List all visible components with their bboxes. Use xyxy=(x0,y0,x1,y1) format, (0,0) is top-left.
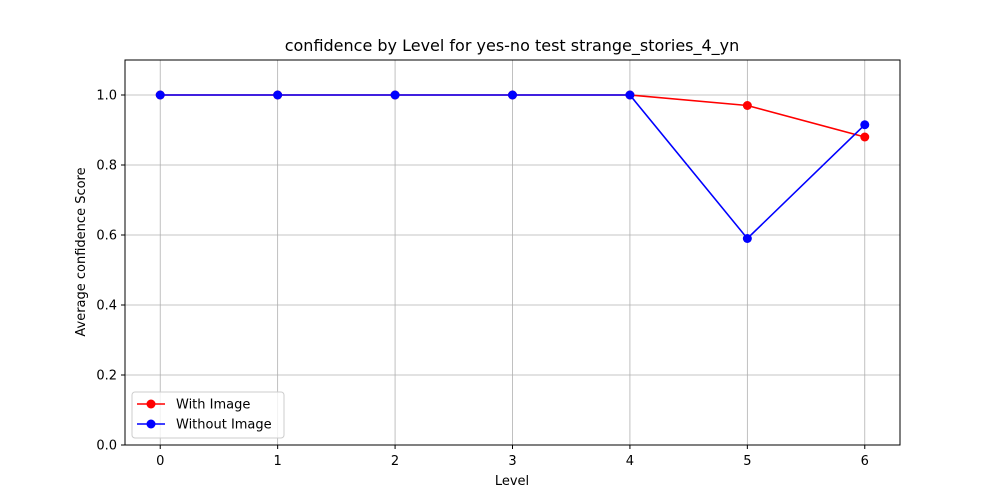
y-tick-label: 1.0 xyxy=(96,89,117,104)
data-point-with-image xyxy=(742,101,752,110)
axis-ticks: 0 1 2 3 4 5 6 0.0 0.2 0.4 0.6 0.8 1.0 xyxy=(96,89,869,470)
y-tick-label: 0.8 xyxy=(96,159,117,174)
x-tick-label: 1 xyxy=(274,454,282,469)
data-point-without-image xyxy=(742,234,752,243)
x-tick-label: 6 xyxy=(861,454,869,469)
data-point-with-image xyxy=(860,132,870,142)
legend-swatch-marker xyxy=(146,419,156,429)
legend-label: Without Image xyxy=(176,418,272,433)
series-without-image xyxy=(155,90,870,243)
y-tick-label: 0.6 xyxy=(96,229,117,244)
y-tick-label: 0.2 xyxy=(96,369,117,384)
legend: With Image Without Image xyxy=(131,391,285,439)
x-axis-label: Level xyxy=(495,474,529,489)
legend-swatch-marker xyxy=(146,399,156,409)
legend-label: With Image xyxy=(176,398,250,413)
data-point-without-image xyxy=(508,90,517,100)
chart-title: confidence by Level for yes-no test stra… xyxy=(285,36,740,56)
x-tick-label: 2 xyxy=(391,454,399,469)
data-point-without-image xyxy=(625,90,635,100)
legend-item-without-image: Without Image xyxy=(137,418,272,433)
x-tick-label: 3 xyxy=(508,454,516,469)
data-point-without-image xyxy=(273,90,283,100)
data-point-without-image xyxy=(860,120,870,130)
y-tick-label: 0.4 xyxy=(96,299,117,314)
legend-item-with-image: With Image xyxy=(137,398,250,413)
series-layer xyxy=(155,90,870,243)
data-point-without-image xyxy=(155,90,165,100)
y-tick-label: 0.0 xyxy=(96,439,117,454)
data-point-without-image xyxy=(390,90,400,100)
legend-box xyxy=(131,391,285,439)
y-axis-label: Average confidence Score xyxy=(74,167,89,336)
x-tick-label: 0 xyxy=(156,454,164,469)
x-tick-label: 5 xyxy=(743,454,751,469)
x-tick-label: 4 xyxy=(626,454,634,469)
